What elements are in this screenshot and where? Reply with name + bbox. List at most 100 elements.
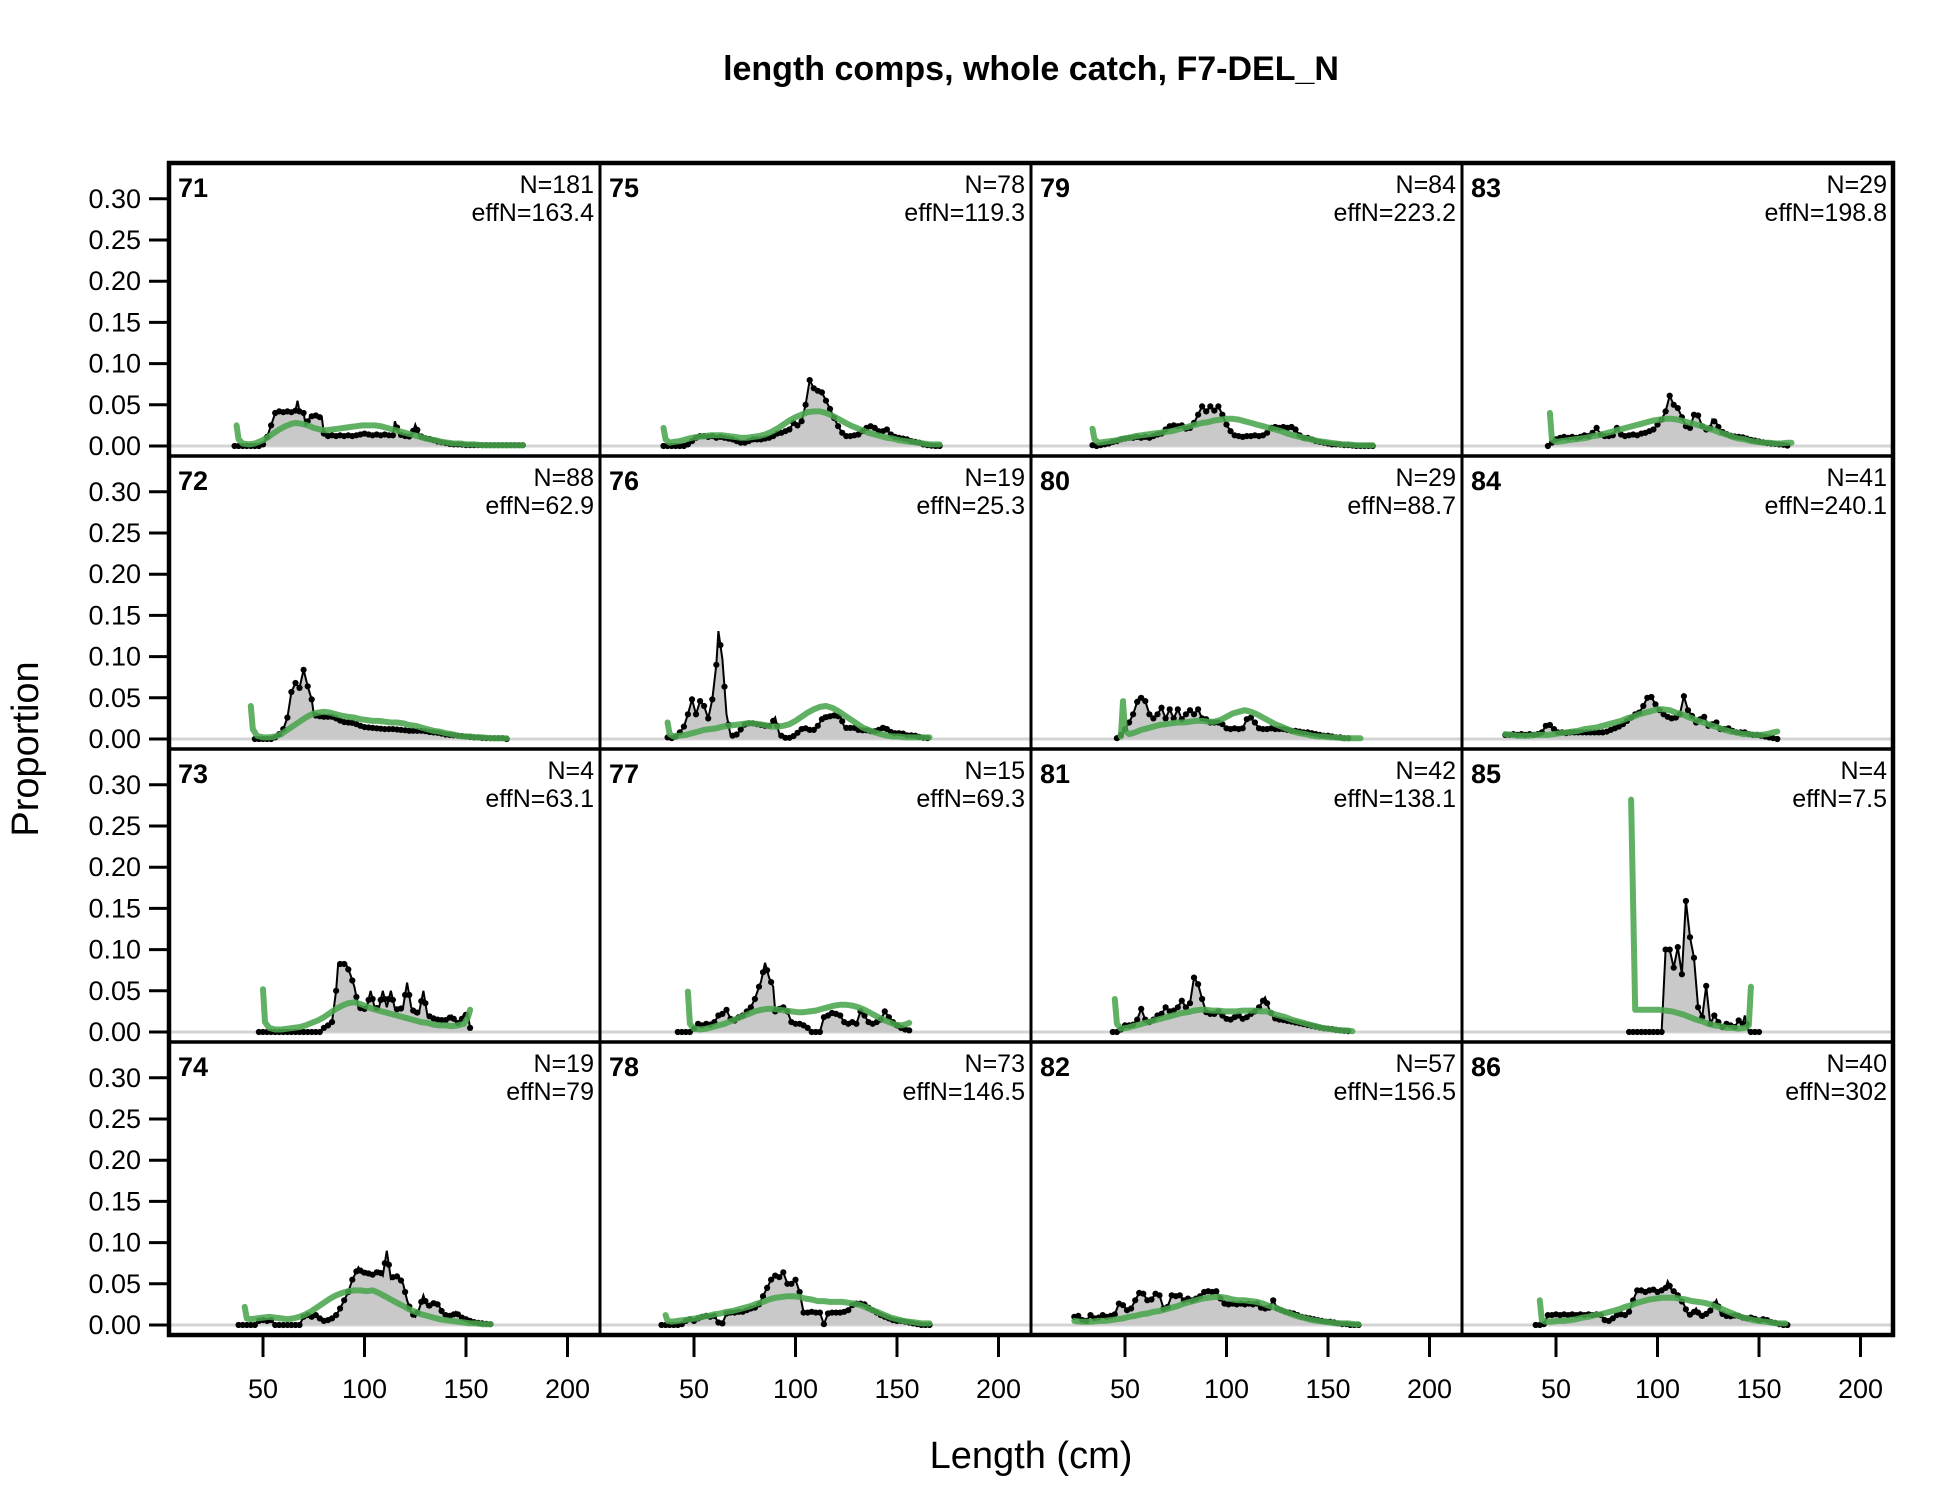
fit-line [664, 703, 933, 741]
x-tick-label: 100 [342, 1374, 387, 1404]
fit-line [1111, 996, 1356, 1035]
panel-n-label: N=40 [1827, 1050, 1887, 1078]
y-tick-label: 0.00 [88, 724, 141, 754]
y-tick-label: 0.05 [88, 976, 141, 1006]
y-tick-label: 0.30 [88, 477, 141, 507]
x-tick-label: 150 [443, 1374, 488, 1404]
y-tick-label: 0.15 [88, 1186, 141, 1216]
panel-effn-label: effN=146.5 [902, 1078, 1025, 1106]
panel-year-label: 72 [178, 466, 208, 496]
x-tick-label: 150 [1736, 1374, 1781, 1404]
y-tick-label: 0.30 [88, 184, 141, 214]
fit-line [1546, 410, 1795, 447]
x-axis: 50 100 150 200 50 100 150 200 50 100 150 200 50 100 15… [248, 1336, 1883, 1404]
fit-line [660, 408, 943, 448]
panel-effn-label: effN=240.1 [1764, 492, 1887, 520]
y-tick-label: 0.25 [88, 811, 141, 841]
panel-n-label: N=57 [1396, 1050, 1456, 1078]
y-tick-label: 0.15 [88, 307, 141, 337]
x-tick-label: 100 [1635, 1374, 1680, 1404]
y-tick-label: 0.10 [88, 935, 141, 965]
obs-fill-polygon [667, 631, 930, 739]
obs-points [674, 967, 913, 1036]
panel-year-label: 84 [1471, 466, 1501, 496]
panel-borders [166, 160, 1896, 1338]
y-axis: 0.00 0.05 0.10 0.15 0.20 0.25 0.30 0.00 0.05 0.10… [88, 184, 168, 1340]
obs-fill-polygon [238, 1250, 491, 1325]
y-tick-label: 0.15 [88, 600, 141, 630]
y-tick-label: 0.15 [88, 893, 141, 923]
x-tick-label: 200 [1407, 1374, 1452, 1404]
x-tick-label: 200 [545, 1374, 590, 1404]
y-tick-label: 0.20 [88, 266, 141, 296]
y-tick-label: 0.05 [88, 683, 141, 713]
panel-year-label: 77 [609, 759, 639, 789]
panel-effn-label: effN=69.3 [916, 785, 1025, 813]
panel-year-label: 71 [178, 173, 208, 203]
fit-line [1071, 1294, 1362, 1328]
panel-year-label: 83 [1471, 173, 1501, 203]
obs-fill-polygon [663, 380, 940, 446]
fit-line [1628, 796, 1754, 1032]
obs-fill-polygon [254, 669, 507, 739]
panel-n-label: N=73 [965, 1050, 1025, 1078]
panel-n-label: N=181 [520, 171, 594, 199]
panel-n-label: N=78 [965, 171, 1025, 199]
fit-line [241, 1287, 494, 1328]
y-tick-label: 0.00 [88, 431, 141, 461]
y-tick-label: 0.05 [88, 390, 141, 420]
panel-n-label: N=84 [1396, 171, 1457, 199]
panel-n-label: N=29 [1827, 171, 1887, 199]
panel-n-label: N=4 [547, 757, 594, 785]
y-tick-label: 0.20 [88, 1145, 141, 1175]
panel-effn-label: effN=25.3 [916, 492, 1025, 520]
fit-line [1536, 1294, 1789, 1327]
panel-year-label: 74 [178, 1052, 208, 1082]
y-tick-label: 0.25 [88, 1104, 141, 1134]
y-axis-title: Proportion [5, 661, 47, 836]
panel-year-label: 85 [1471, 759, 1501, 789]
panel-n-label: N=19 [534, 1050, 594, 1078]
panel-n-label: N=29 [1396, 464, 1456, 492]
fit-line [1117, 698, 1364, 742]
fit-line [260, 986, 474, 1033]
x-tick-label: 150 [874, 1374, 919, 1404]
fit-line [247, 703, 510, 742]
x-tick-label: 100 [1204, 1374, 1249, 1404]
panel-year-label: 76 [609, 466, 639, 496]
panel-effn-label: effN=163.4 [471, 199, 594, 227]
y-tick-label: 0.25 [88, 518, 141, 548]
x-tick-label: 50 [679, 1374, 709, 1404]
fit-line [684, 988, 913, 1033]
x-tick-label: 200 [976, 1374, 1021, 1404]
fit-line [233, 419, 526, 449]
panel-n-label: N=88 [534, 464, 594, 492]
panel-year-label: 86 [1471, 1052, 1501, 1082]
fit-line [1089, 415, 1376, 449]
panel-year-label: 82 [1040, 1052, 1070, 1082]
panel-effn-label: effN=62.9 [485, 492, 594, 520]
y-tick-label: 0.10 [88, 642, 141, 672]
y-tick-label: 0.25 [88, 225, 141, 255]
obs-fill-polygon [1629, 901, 1761, 1032]
fit-line [1502, 706, 1781, 739]
panel-effn-label: effN=119.3 [904, 199, 1025, 227]
x-tick-label: 150 [1305, 1374, 1350, 1404]
x-tick-label: 100 [773, 1374, 818, 1404]
x-tick-label: 50 [248, 1374, 278, 1404]
